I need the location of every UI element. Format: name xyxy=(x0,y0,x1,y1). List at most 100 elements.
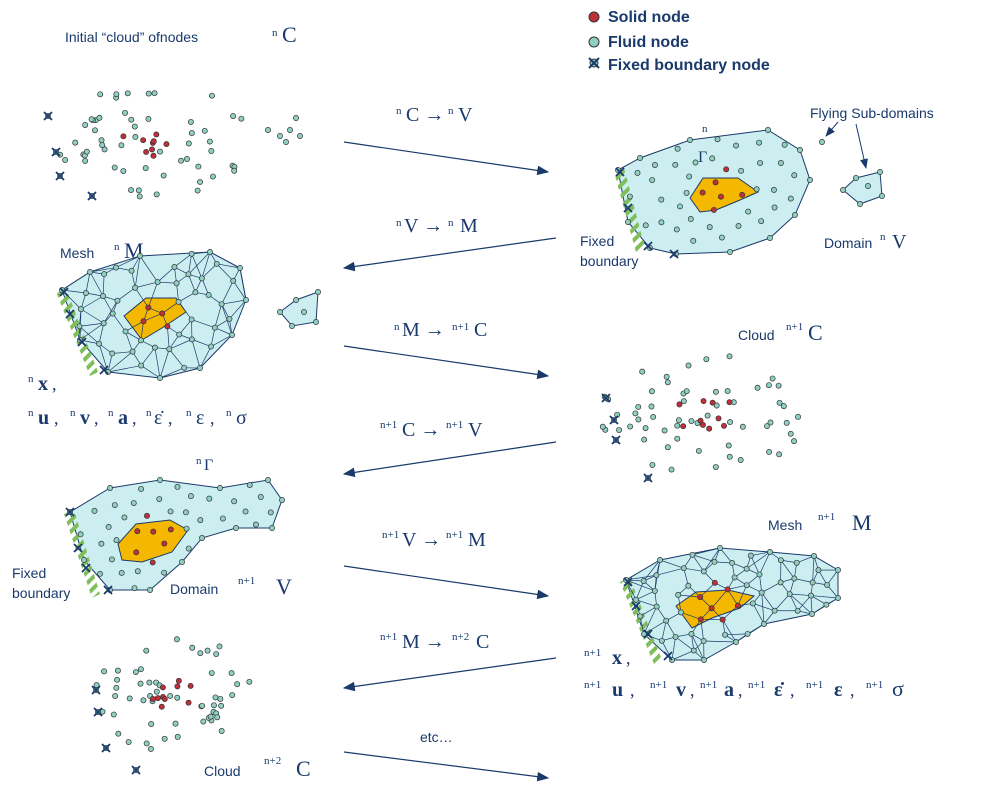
fixed-node-mark xyxy=(103,585,113,595)
fluid-node xyxy=(627,423,634,430)
fixed-boundary-label-2b: boundary xyxy=(12,585,70,601)
fluid-node xyxy=(756,139,763,146)
solid-node xyxy=(144,512,150,519)
initial-cloud-label: Initial “cloud” ofnodes xyxy=(65,29,198,45)
fluid-node xyxy=(217,695,224,702)
fluid-node xyxy=(82,290,89,296)
fluid-node xyxy=(692,159,699,166)
fluid-node xyxy=(99,142,106,149)
svg-text:V →: V → xyxy=(402,529,441,551)
solid-node xyxy=(699,189,706,196)
svg-text:n: n xyxy=(448,217,454,229)
fluid-node xyxy=(136,193,143,200)
mesh-edge xyxy=(774,593,790,611)
mesh-edge xyxy=(639,616,645,635)
svg-text:C: C xyxy=(474,319,487,341)
mesh-edge xyxy=(703,547,721,572)
fluid-node xyxy=(735,222,742,229)
mesh-edge xyxy=(677,594,682,613)
svg-text:σ: σ xyxy=(892,676,904,701)
fluid-node xyxy=(791,172,798,179)
fluid-node xyxy=(121,514,128,521)
fluid-node xyxy=(277,133,283,139)
fluid-node xyxy=(673,226,680,233)
fluid-node xyxy=(230,113,237,120)
fluid-node xyxy=(807,592,814,599)
fluid-node xyxy=(173,636,180,643)
mesh-edge xyxy=(135,281,158,289)
fluid-node xyxy=(145,90,152,97)
fluid-node xyxy=(157,375,163,381)
fluid-node xyxy=(701,657,707,663)
fluid-node xyxy=(114,676,121,683)
solid-node xyxy=(697,594,704,601)
fluid-node xyxy=(140,697,147,704)
fluid-node xyxy=(157,148,163,155)
mesh-edge xyxy=(797,595,812,612)
svg-text:C →: C → xyxy=(402,419,440,441)
solid-node xyxy=(143,148,150,155)
svg-text:n: n xyxy=(702,123,708,135)
svg-text:n: n xyxy=(196,455,202,467)
fluid-node xyxy=(138,362,145,369)
mesh-edge xyxy=(209,251,241,269)
svg-text:a: a xyxy=(118,407,128,429)
fluid-node xyxy=(148,721,155,728)
fluid-node xyxy=(674,435,681,442)
solid-node xyxy=(676,401,683,408)
svg-text:C: C xyxy=(808,320,823,345)
fluid-node xyxy=(246,678,253,685)
fluid-node xyxy=(246,482,253,489)
fluid-node xyxy=(181,364,188,371)
mesh-edge xyxy=(759,574,763,593)
fluid-node xyxy=(632,410,639,417)
fixed-node-mark xyxy=(615,167,625,177)
fluid-node xyxy=(269,525,275,531)
fluid-node xyxy=(765,127,771,133)
fluid-node xyxy=(754,384,761,391)
fluid-node xyxy=(747,552,754,559)
mesh-edge xyxy=(169,339,193,350)
fluid-node xyxy=(840,187,846,193)
fluid-node xyxy=(111,502,118,509)
fluid-node xyxy=(792,212,798,218)
fluid-node xyxy=(718,234,725,241)
legend-fluid-label: Fluid node xyxy=(608,34,689,51)
mesh-edge xyxy=(810,595,813,615)
mesh-edge xyxy=(826,569,839,586)
fluid-node xyxy=(113,537,120,544)
solid-node xyxy=(726,399,733,406)
fluid-node xyxy=(185,140,192,147)
mesh-edge xyxy=(98,323,105,344)
fluid-node xyxy=(183,525,190,532)
fluid-node xyxy=(700,568,707,575)
fluid-node xyxy=(599,423,606,430)
fluid-node xyxy=(128,267,135,274)
fluid-node xyxy=(709,155,716,162)
fixed-node-mark xyxy=(91,685,101,695)
fluid-node xyxy=(626,193,633,200)
math-state-n1: n+1 x , n+1 u , n+1 v , n+1 a , n+1 ε̇ ,… xyxy=(584,647,904,701)
fluid-node xyxy=(743,565,750,572)
mesh-edge xyxy=(727,584,747,590)
svg-text:n+1: n+1 xyxy=(452,321,469,333)
fluid-node xyxy=(663,373,670,380)
mesh-edge xyxy=(140,365,161,379)
mesh-n1M-lines xyxy=(623,545,841,663)
svg-text:V →: V → xyxy=(404,215,443,237)
fluid-node xyxy=(315,289,321,295)
fixed-node-mark xyxy=(623,203,633,213)
fluid-node xyxy=(167,508,174,515)
arrow-nC-to-nV xyxy=(343,141,550,176)
solid-node xyxy=(150,152,157,159)
fluid-node xyxy=(749,600,756,607)
fluid-node xyxy=(722,631,729,638)
fluid-node xyxy=(243,297,249,303)
mesh-edge xyxy=(643,620,667,635)
fluid-node xyxy=(674,422,681,429)
fluid-node xyxy=(161,569,168,576)
fixed-node-mark xyxy=(101,743,111,753)
svg-text:C →: C → xyxy=(406,104,444,126)
fluid-node xyxy=(173,280,180,287)
